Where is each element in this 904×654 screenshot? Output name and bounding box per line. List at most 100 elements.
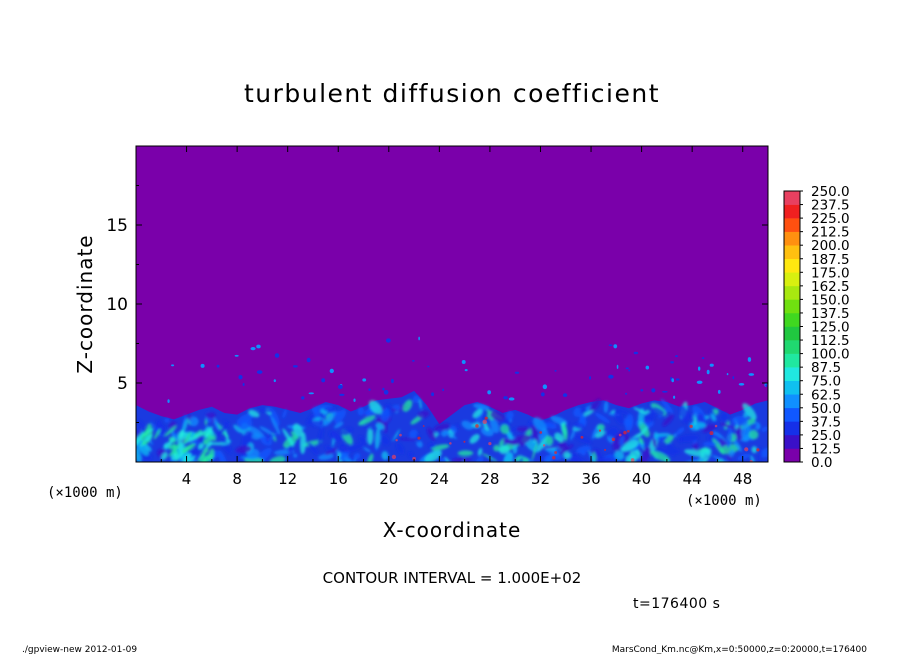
colorbar: 0.012.525.037.550.062.575.087.5100.0112.… <box>783 184 850 471</box>
turbulence-swirl <box>606 427 619 438</box>
turbulence-swirl <box>367 453 374 462</box>
turbulence-blob <box>541 392 545 397</box>
turbulence-swirl <box>433 423 450 432</box>
colorbar-label: 175.0 <box>811 265 850 281</box>
turbulence-swirl <box>580 450 586 456</box>
turbulence-blob <box>412 360 415 362</box>
turbulence-trace <box>391 454 397 460</box>
turbulence-swirl <box>676 427 685 435</box>
turbulence-swirl <box>368 400 383 415</box>
turbulence-streak <box>205 441 213 449</box>
turbulence-trace <box>542 444 546 447</box>
turbulence-swirl <box>266 433 270 444</box>
turbulence-swirl <box>655 432 671 437</box>
turbulence-swirl <box>662 414 674 427</box>
turbulence-swirl <box>619 435 625 446</box>
turbulence-swirl <box>712 438 725 455</box>
turbulence-blob <box>242 383 245 386</box>
turbulence-trace <box>689 424 693 428</box>
turbulence-streak <box>144 434 153 442</box>
colorbar-label: 37.5 <box>811 414 841 430</box>
turbulence-trace <box>552 455 556 460</box>
turbulence-blob <box>765 384 768 387</box>
y-axis-ticks: 5 10 15 <box>106 185 768 423</box>
turbulence-streak <box>203 454 214 462</box>
turbulence-swirl <box>543 454 554 462</box>
turbulence-swirl <box>251 433 261 440</box>
turbulence-swirl <box>748 429 759 440</box>
turbulence-streak <box>195 427 210 439</box>
turbulence-blob <box>628 369 631 372</box>
colorbar-label: 237.5 <box>811 198 850 214</box>
colorbar-swatch <box>784 367 800 381</box>
turbulence-swirl <box>570 428 576 441</box>
colorbar-label: 50.0 <box>811 401 841 417</box>
footer-left: ./gpview-new 2012-01-09 <box>22 645 137 654</box>
turbulence-blob <box>256 344 261 349</box>
turbulence-swirl <box>651 407 665 416</box>
turbulence-blob <box>747 357 752 362</box>
turbulence-streak <box>196 452 206 462</box>
turbulence-swirl <box>236 413 254 425</box>
x-tick-label: 4 <box>182 470 192 488</box>
turbulence-blob <box>442 388 445 392</box>
turbulence-trace <box>417 436 421 440</box>
turbulence-swirl <box>553 454 562 461</box>
turbulence-swirl <box>413 395 420 404</box>
colorbar-swatch <box>784 231 800 246</box>
turbulence-swirl <box>680 436 683 444</box>
turbulence-swirl <box>544 435 554 446</box>
turbulence-streak <box>161 452 168 460</box>
turbulence-swirl <box>302 439 323 447</box>
turbulence-swirl <box>144 444 152 452</box>
turbulence-streak <box>153 428 161 440</box>
turbulence-trace <box>539 431 543 434</box>
turbulence-swirl <box>594 448 606 462</box>
turbulence-blob <box>640 389 644 392</box>
turbulence-blob <box>625 392 628 395</box>
turbulence-streak <box>202 447 209 454</box>
turbulence-swirl <box>693 439 697 445</box>
turbulence-swirl <box>558 441 568 451</box>
turbulence-streak <box>175 452 184 461</box>
x-tick-label: 20 <box>379 470 398 488</box>
turbulence-blob <box>256 370 263 374</box>
turbulence-swirl <box>641 446 651 462</box>
turbulence-streak <box>207 435 214 442</box>
turbulence-blob <box>673 395 676 399</box>
turbulence-blob <box>670 361 674 364</box>
turbulence-swirl <box>215 422 230 438</box>
turbulence-swirl <box>240 456 258 459</box>
turbulence-blob <box>431 392 435 397</box>
colorbar-swatch <box>784 191 800 205</box>
turbulence-blob <box>368 388 371 391</box>
turbulence-swirl <box>506 411 514 421</box>
turbulence-swirl <box>419 398 422 410</box>
turbulence-swirl <box>339 442 346 450</box>
turbulence-swirl <box>282 408 287 419</box>
turbulence-swirl <box>530 425 540 442</box>
colorbar-swatch <box>784 326 800 341</box>
turbulence-swirl <box>537 438 547 452</box>
turbulence-swirl <box>741 423 751 442</box>
turbulence-swirl <box>150 420 163 438</box>
time-label: t=176400 s <box>633 596 720 612</box>
turbulence-blob <box>337 384 343 389</box>
turbulence-trace <box>482 419 487 425</box>
turbulence-blob <box>732 376 735 380</box>
turbulence-swirl <box>633 407 647 415</box>
turbulence-blob <box>301 396 305 400</box>
turbulence-swirl <box>396 442 405 455</box>
turbulence-streak <box>183 431 192 444</box>
turbulence-trace <box>618 433 622 437</box>
turbulence-swirl <box>490 410 505 422</box>
x-tick-label: 48 <box>733 470 752 488</box>
turbulence-swirl <box>205 412 216 419</box>
colorbar-swatch <box>784 380 800 395</box>
turbulence-swirl <box>589 398 601 413</box>
turbulence-streak <box>168 443 177 450</box>
turbulence-swirl <box>660 398 674 414</box>
turbulence-trace <box>484 416 488 420</box>
turbulence-swirl <box>573 407 582 417</box>
contour-interval-label: CONTOUR INTERVAL = 1.000E+02 <box>323 569 582 587</box>
